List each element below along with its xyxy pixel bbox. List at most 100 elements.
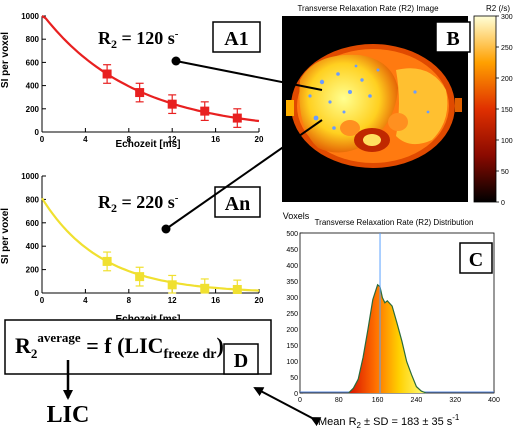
chart-a1: 0 200 400 600 800 1000 0 4 8 12 16 20 SI per voxel… <box>0 12 264 150</box>
lic-result: LIC <box>47 402 90 428</box>
an-x-tick-label: 8 <box>127 296 132 305</box>
mean-sd-caption: Mean R2 ± SD = 183 ± 35 s-1 <box>318 413 460 430</box>
histogram-y-tick-label: 400 <box>286 263 298 270</box>
a1-y-ticks: 0 200 400 600 800 1000 <box>21 12 46 137</box>
r2-histogram-panel: Transverse Relaxation Rate (R2) Distribu… <box>283 211 500 430</box>
a1-data-point <box>200 106 210 116</box>
a1-letter: A1 <box>224 28 248 50</box>
a1-y-tick-label: 1000 <box>21 12 39 21</box>
histogram-x-tick-label: 240 <box>411 397 423 404</box>
an-y-tick-label: 400 <box>26 242 40 251</box>
an-x-tick-label: 12 <box>168 296 177 305</box>
an-y-axis-label: SI per voxel <box>0 208 11 264</box>
c-letter: C <box>469 249 483 271</box>
r2-image-panel: Transverse Relaxation Rate (R2) Image R2… <box>282 4 513 207</box>
d-letter-box <box>223 343 259 375</box>
histogram-y-tick-label: 150 <box>286 343 298 350</box>
an-x-tick-label: 4 <box>83 296 88 305</box>
an-y-tick-label: 800 <box>26 195 40 204</box>
histogram-y-axis-label: Voxels <box>283 211 310 221</box>
histogram-area <box>348 284 427 393</box>
histogram-y-tick-label: 100 <box>286 359 298 366</box>
a1-x-tick-label: 16 <box>211 135 220 144</box>
a1-x-tick-label: 4 <box>83 135 88 144</box>
histogram-y-tick-label: 200 <box>286 327 298 334</box>
histogram-outline <box>348 283 427 394</box>
an-fit-curve <box>41 197 260 292</box>
an-data-point <box>167 280 177 290</box>
a1-y-tick-label: 600 <box>26 58 40 67</box>
a1-data-point <box>167 99 177 109</box>
histogram-to-formula-arrow <box>253 387 322 427</box>
connector-lines <box>161 56 323 234</box>
formula-text: R2average = f (LICfreeze dr) <box>15 330 224 362</box>
histogram-title: Transverse Relaxation Rate (R2) Distribu… <box>315 218 474 227</box>
an-r2-annotation: R2 = 220 s- <box>98 192 179 215</box>
an-x-ticks: 0 4 8 12 16 20 <box>40 289 264 305</box>
a1-fit-curve <box>41 15 260 123</box>
an-x-tick-label: 20 <box>255 296 264 305</box>
a1-y-axis-label: SI per voxel <box>0 32 11 88</box>
an-data-point <box>102 256 112 266</box>
histogram-y-tick-label: 300 <box>286 295 298 302</box>
histogram-x-tick-label: 0 <box>298 397 302 404</box>
histogram-x-tick-label: 80 <box>335 397 343 404</box>
spleen-region <box>396 68 448 145</box>
histogram-x-tick-label: 160 <box>372 397 384 404</box>
an-y-tick-label: 1000 <box>21 172 39 181</box>
histogram-y-tick-label: 500 <box>286 231 298 238</box>
b-letter-box <box>435 21 471 53</box>
a1-x-tick-label: 12 <box>168 135 177 144</box>
a1-x-tick-label: 8 <box>127 135 132 144</box>
an-y-tick-label: 600 <box>26 219 40 228</box>
a1-x-tick-label: 20 <box>255 135 264 144</box>
histogram-y-tick-label: 250 <box>286 311 298 318</box>
r2-image-title: Transverse Relaxation Rate (R2) Image <box>297 4 439 13</box>
a1-y-tick-label: 0 <box>35 128 40 137</box>
a1-data-point <box>135 88 145 98</box>
colorbar-tick-label: 150 <box>501 107 513 114</box>
vessel-speckles <box>308 64 430 130</box>
a1-connector-line <box>175 60 323 91</box>
an-marks <box>41 176 260 294</box>
a1-marks <box>41 15 260 133</box>
chart-an: 0 200 400 600 800 1000 0 4 8 12 16 20 SI per voxel… <box>0 172 264 325</box>
colorbar <box>473 15 497 203</box>
colorbar-tick-label: 250 <box>501 45 513 52</box>
colorbar-title: R2 (/s) <box>486 4 510 13</box>
colorbar-tick-label: 50 <box>501 169 509 176</box>
colorbar-tick-label: 100 <box>501 138 513 145</box>
an-letter: An <box>225 193 251 215</box>
histogram-x-tick-label: 400 <box>488 397 500 404</box>
colorbar-tick-label: 200 <box>501 76 513 83</box>
histogram-y-tick-label: 50 <box>290 375 298 382</box>
an-data-point <box>135 272 145 282</box>
a1-x-ticks: 0 4 8 12 16 20 <box>40 128 264 144</box>
a1-x-tick-label: 0 <box>40 135 45 144</box>
formula-panel: R2average = f (LICfreeze dr) D LIC <box>4 319 322 428</box>
an-letter-box <box>214 186 261 218</box>
a1-y-tick-label: 400 <box>26 82 40 91</box>
a1-letter-box <box>212 21 261 53</box>
a1-y-tick-label: 200 <box>26 105 40 114</box>
a1-data-point <box>232 113 242 123</box>
histogram-y-tick-label: 350 <box>286 279 298 286</box>
c-letter-box <box>459 242 493 274</box>
colorbar-tick-label: 0 <box>501 200 505 207</box>
an-connector-line <box>165 119 323 230</box>
a1-x-axis-label: Echozeit [ms] <box>115 139 180 150</box>
an-data-point <box>200 283 210 293</box>
a1-data-point <box>102 69 112 79</box>
histogram-y-tick-label: 450 <box>286 247 298 254</box>
an-data-point <box>232 284 242 294</box>
an-y-tick-label: 0 <box>35 289 40 298</box>
colorbar-ticks: 300 250 200 150 100 50 0 <box>496 14 513 207</box>
colorbar-tick-label: 300 <box>501 14 513 21</box>
b-letter: B <box>446 28 459 50</box>
d-letter: D <box>234 350 248 372</box>
histogram-x-tick-label: 320 <box>449 397 461 404</box>
an-y-tick-label: 200 <box>26 266 40 275</box>
a1-r2-annotation: R2 = 120 s- <box>98 28 179 51</box>
